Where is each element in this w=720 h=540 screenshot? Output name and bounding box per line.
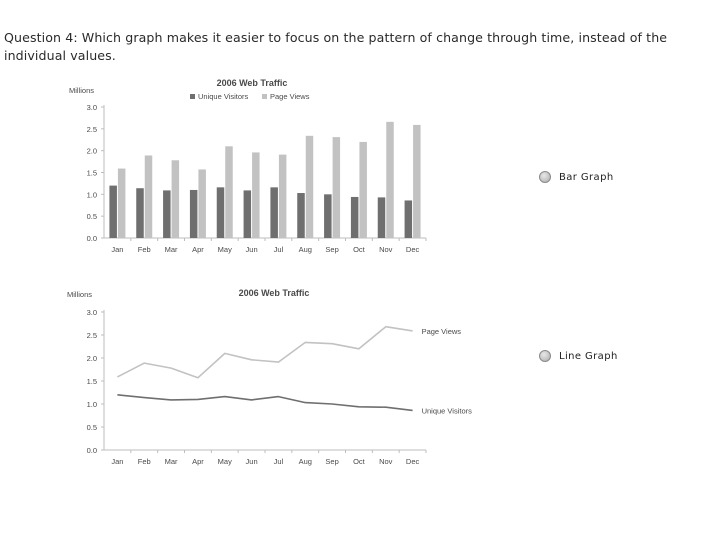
bar-chart-y-tick-label: 0.0 (87, 234, 97, 243)
bar-chart-x-tick-label: Sep (325, 245, 338, 254)
bar-chart-ylabel: Millions (69, 86, 94, 95)
line-chart-x-tick-label: Jan (111, 457, 123, 466)
bar-unique-visitors-apr (189, 189, 198, 238)
bar-graph-radio[interactable] (539, 171, 551, 183)
bar-chart-title: 2006 Web Traffic (217, 78, 288, 88)
line-chart-title: 2006 Web Traffic (239, 288, 310, 298)
bar-unique-visitors-jan (109, 185, 117, 238)
bar-chart-y-tick-label: 1.5 (87, 169, 97, 178)
bar-page-views-jan (117, 168, 126, 238)
line-chart-y-tick-label: 1.5 (87, 377, 97, 386)
line-chart-x-tick-label: Jul (274, 457, 284, 466)
bar-chart-y-tick-label: 0.5 (87, 212, 97, 221)
legend-label-page-views: Page Views (270, 92, 310, 101)
line-chart-x-tick-label: Aug (299, 457, 312, 466)
legend-swatch-page-views (262, 94, 267, 99)
line-chart-y-tick-label: 0.0 (87, 446, 97, 455)
bar-chart-y-tick-label: 2.0 (87, 147, 97, 156)
bar-chart-x-tick-label: Dec (406, 245, 420, 254)
legend-label-unique-visitors: Unique Visitors (198, 92, 249, 101)
bar-page-views-nov (386, 121, 394, 238)
line-chart-y-tick-label: 3.0 (87, 308, 97, 317)
line-chart-y-tick-label: 2.0 (87, 354, 97, 363)
line-chart: 2006 Web Traffic Millions 0.0 0.5 1.0 1.5 2.0 2… (67, 288, 473, 466)
bar-unique-visitors-nov (377, 197, 386, 238)
bar-unique-visitors-jun (243, 190, 252, 238)
bar-chart-y-tick-label: 3.0 (87, 103, 97, 112)
bar-chart-x-tick-label: Aug (299, 245, 312, 254)
line-chart-ylabel: Millions (67, 290, 92, 299)
line-chart-y-tick-label: 1.0 (87, 400, 97, 409)
bar-chart-x-tick-label: Jul (274, 245, 284, 254)
bar-unique-visitors-oct (350, 196, 359, 238)
bar-unique-visitors-may (216, 187, 225, 238)
line-series-page-views (117, 325, 413, 379)
bar-unique-visitors-sep (324, 194, 332, 238)
bar-unique-visitors-feb (136, 188, 144, 238)
bar-page-views-mar (171, 160, 180, 238)
bar-page-views-may (225, 146, 233, 238)
bar-page-views-oct (359, 141, 367, 238)
bar-page-views-aug (305, 135, 314, 238)
line-chart-x-tick-label: Nov (379, 457, 393, 466)
bar-chart-y-tick-label: 1.0 (87, 190, 97, 199)
bar-chart-x-tick-label: Nov (379, 245, 393, 254)
line-chart-x-tick-label: Mar (165, 457, 178, 466)
line-graph-label: Line Graph (559, 350, 618, 362)
bar-unique-visitors-aug (297, 193, 305, 238)
bar-unique-visitors-mar (163, 190, 171, 238)
line-chart-x-tick-label: Feb (138, 457, 151, 466)
line-chart-x-tick-label: Dec (406, 457, 420, 466)
bar-chart-x-tick-label: Jun (246, 245, 258, 254)
legend-swatch-unique-visitors (190, 94, 195, 99)
line-chart-x-tick-label: Sep (325, 457, 338, 466)
bar-page-views-feb (144, 155, 153, 238)
line-series-unique-visitors (117, 394, 413, 412)
option-line-graph[interactable]: Line Graph (539, 350, 618, 362)
bar-graph-label: Bar Graph (559, 171, 614, 183)
line-chart-y-tick-label: 2.5 (87, 331, 97, 340)
line-chart-x-tick-label: Apr (192, 457, 204, 466)
bar-chart-x-tick-label: Mar (165, 245, 178, 254)
question-text: Question 4: Which graph makes it easier … (4, 30, 668, 63)
bar-unique-visitors-dec (404, 200, 413, 238)
bar-chart-x-tick-label: Apr (192, 245, 204, 254)
bar-page-views-sep (332, 137, 341, 238)
line-chart-x-tick-label: Oct (353, 457, 366, 466)
bar-chart-y-tick-label: 2.5 (87, 125, 97, 134)
bar-chart-x-tick-label: May (218, 245, 232, 254)
bar-page-views-jun (252, 152, 260, 238)
bar-unique-visitors-jul (270, 187, 278, 238)
bar-chart-x-tick-label: Oct (353, 245, 366, 254)
option-bar-graph[interactable]: Bar Graph (539, 171, 614, 183)
bar-chart: 2006 Web Traffic Millions Unique Visitors P… (69, 78, 427, 254)
bar-chart-x-tick-label: Jan (111, 245, 123, 254)
bar-page-views-apr (198, 169, 206, 238)
line-label-unique-visitors: Unique Visitors (422, 406, 473, 415)
line-graph-radio[interactable] (539, 350, 551, 362)
line-chart-x-tick-label: Jun (246, 457, 258, 466)
bar-page-views-dec (413, 124, 421, 238)
bar-chart-x-tick-label: Feb (138, 245, 151, 254)
bar-page-views-jul (278, 154, 287, 238)
line-label-page-views: Page Views (422, 327, 462, 336)
line-chart-y-tick-label: 0.5 (87, 423, 97, 432)
line-chart-x-tick-label: May (218, 457, 232, 466)
